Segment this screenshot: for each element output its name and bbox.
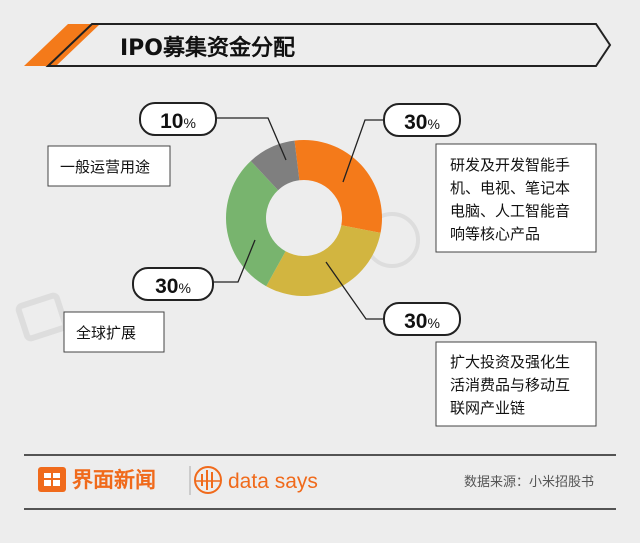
leader-global <box>212 239 256 283</box>
label-line: 活消费品与移动互 <box>450 376 570 394</box>
label-box <box>47 145 171 187</box>
leader-lines <box>212 117 388 320</box>
svg-text:10%: 10% <box>160 110 196 133</box>
brand-logo-icon <box>38 467 66 492</box>
data-says-icon <box>194 466 222 494</box>
leader-invest <box>325 261 388 320</box>
slice-rnd <box>294 140 382 233</box>
header: IPO募集资金分配 <box>24 23 612 67</box>
value-number: 10 <box>160 110 183 133</box>
label-box <box>63 311 165 353</box>
slice-global <box>225 160 286 287</box>
page-title: IPO募集资金分配 <box>120 35 295 61</box>
slice-invest <box>266 225 381 296</box>
label-line: 全球扩展 <box>76 324 136 342</box>
value-badge <box>132 267 214 301</box>
callout-general: 10% 一般运营用途 <box>47 102 217 187</box>
data-says-label: data says <box>228 470 318 493</box>
value-number: 30 <box>155 275 178 298</box>
footer: 界面新闻 data says 数据来源：小米招股书 <box>24 454 616 510</box>
callout-invest: 30% 扩大投资及强化生 活消费品与移动互 联网产业链 <box>383 302 597 427</box>
brand-name: 界面新闻 <box>72 468 156 492</box>
donut-chart <box>225 140 382 296</box>
value-badge <box>383 302 461 336</box>
value-number: 30 <box>404 111 427 134</box>
header-accent <box>24 24 100 66</box>
header-frame <box>45 23 612 67</box>
label-line: 机、电视、笔记本 <box>450 179 570 197</box>
value-number: 30 <box>404 310 427 333</box>
callout-global: 30% 全球扩展 <box>63 267 214 353</box>
value-badge <box>139 102 217 136</box>
svg-text:30%: 30% <box>404 310 440 333</box>
label-box <box>435 341 597 427</box>
value-badge <box>383 103 461 137</box>
label-line: 一般运营用途 <box>60 158 150 176</box>
slice-general <box>250 140 300 191</box>
source-note: 数据来源：小米招股书 <box>464 475 594 490</box>
label-line: 电脑、人工智能音 <box>450 202 570 220</box>
label-line: 研发及开发智能手 <box>450 156 570 174</box>
label-line: 联网产业链 <box>450 399 525 417</box>
leader-rnd <box>342 119 388 183</box>
svg-text:30%: 30% <box>404 111 440 134</box>
label-line: 扩大投资及强化生 <box>450 353 570 371</box>
label-box <box>435 143 597 253</box>
label-line: 响等核心产品 <box>450 225 540 243</box>
callout-rnd: 30% 研发及开发智能手 机、电视、笔记本 电脑、人工智能音 响等核心产品 <box>383 103 597 253</box>
leader-general <box>216 117 287 161</box>
svg-text:30%: 30% <box>155 275 191 298</box>
